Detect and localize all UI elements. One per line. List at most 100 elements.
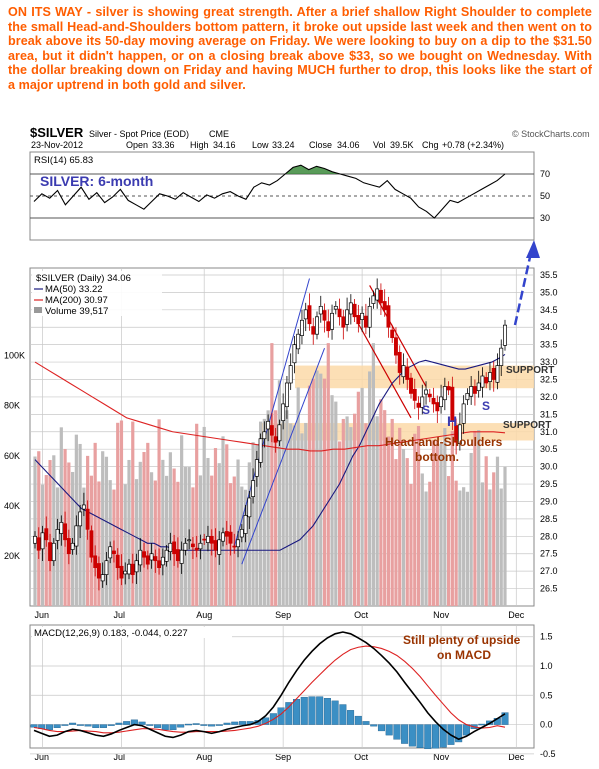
macd-histogram-bar (393, 724, 401, 740)
candle-body (488, 372, 492, 382)
rsi-label-bg (32, 154, 132, 165)
macd-label-bg (32, 627, 232, 638)
commentary-paragraph: ON ITS WAY - silver is showing great str… (8, 5, 592, 92)
volume-bar (289, 423, 293, 606)
candle-body (198, 542, 203, 550)
candle-body (243, 515, 248, 534)
candle-body (194, 547, 199, 551)
candle-body (296, 333, 301, 350)
volume-bar (266, 410, 270, 606)
candle-body (127, 563, 131, 575)
candle-body (457, 424, 462, 444)
volume-bar (180, 435, 184, 606)
macd-tick-label: 0.0 (540, 720, 553, 730)
quote-open-value: 33.36 (152, 140, 175, 150)
volume-bar (243, 489, 248, 606)
macd-histogram-bar (339, 704, 347, 725)
volume-bar (443, 428, 447, 606)
macd-month-label: Nov (433, 752, 450, 762)
volume-bar (401, 449, 406, 606)
macd-histogram-bar (161, 724, 169, 731)
volume-bar (195, 423, 199, 606)
macd-histogram-bar (478, 723, 486, 726)
volume-tick-label: 20K (4, 551, 20, 561)
price-tick-label: 32.5 (540, 375, 558, 385)
candle-body (175, 549, 180, 562)
candle-body (356, 315, 361, 325)
price-tick-label: 29.5 (540, 479, 558, 489)
candle-body (112, 550, 116, 555)
macd-histogram-bar (107, 724, 115, 726)
volume-bar (458, 490, 462, 606)
volume-bar (82, 487, 86, 606)
volume-bar (341, 418, 345, 606)
price-tick-label: 35.0 (540, 287, 558, 297)
pattern-label-line1: Head-and-Shoulders (385, 435, 503, 449)
volume-bar (119, 420, 124, 606)
candle-body (345, 309, 350, 325)
candle-body (348, 302, 353, 315)
pattern-label-line2: bottom. (415, 450, 459, 464)
volume-bar (473, 430, 477, 606)
price-tick-label: 28.5 (540, 514, 558, 524)
macd-histogram-bar (377, 724, 385, 732)
candle-body (138, 549, 143, 566)
head-label: H (447, 413, 457, 429)
candle-body (300, 319, 304, 336)
macd-note-line2: on MACD (437, 648, 491, 662)
volume-bar (499, 488, 503, 606)
quote-high-value: 34.16 (213, 140, 236, 150)
volume-bar (183, 466, 187, 606)
volume-bar (345, 416, 349, 606)
candle-body (390, 329, 395, 339)
volume-bar (319, 373, 323, 606)
volume-bar (416, 426, 421, 606)
candle-body (439, 396, 444, 408)
candle-body (386, 305, 391, 328)
volume-bar (101, 451, 105, 606)
candle-body (409, 377, 413, 394)
candle-body (66, 538, 71, 555)
silver-6month-label: SILVER: 6-month (40, 173, 153, 189)
candle-body (322, 310, 327, 321)
candle-body (48, 542, 52, 562)
volume-bar (146, 442, 150, 606)
candle-body (450, 386, 455, 422)
volume-bar (495, 456, 500, 606)
volume-bar (149, 472, 154, 606)
candle-body (484, 377, 489, 384)
volume-bar (161, 459, 165, 606)
volume-bar (131, 421, 135, 606)
candle-body (104, 560, 109, 575)
ma50-line (34, 353, 506, 551)
candle-body (232, 545, 237, 548)
candle-body (59, 522, 64, 534)
candle-body (394, 337, 398, 356)
price-title-label: $SILVER (Daily) 34.06 (36, 273, 131, 284)
candle-body (63, 523, 68, 541)
candle-body (209, 535, 214, 544)
candle-body (187, 539, 192, 542)
price-month-label: Jun (35, 610, 50, 620)
stockcharts-watermark: © StockCharts.com (512, 129, 590, 139)
candle-body (401, 365, 406, 378)
candle-body (206, 535, 210, 543)
macd-histogram-bar (184, 723, 192, 726)
candle-body (160, 556, 165, 566)
candle-body (397, 351, 402, 373)
candle-body (228, 531, 233, 544)
volume-bar (379, 399, 383, 606)
volume-bar (165, 475, 169, 606)
price-month-label: Nov (433, 610, 450, 620)
macd-histogram-bar (123, 721, 131, 725)
macd-histogram-bar (76, 724, 84, 726)
volume-bar (48, 460, 52, 606)
candle-body (221, 532, 225, 542)
candle-body (190, 543, 195, 548)
projection-arrow-head (526, 240, 540, 258)
chart-name: Silver - Spot Price (EOD) (89, 129, 189, 139)
macd-histogram-bar (92, 724, 100, 728)
macd-histogram-bar (99, 724, 107, 728)
volume-bar (450, 430, 454, 606)
